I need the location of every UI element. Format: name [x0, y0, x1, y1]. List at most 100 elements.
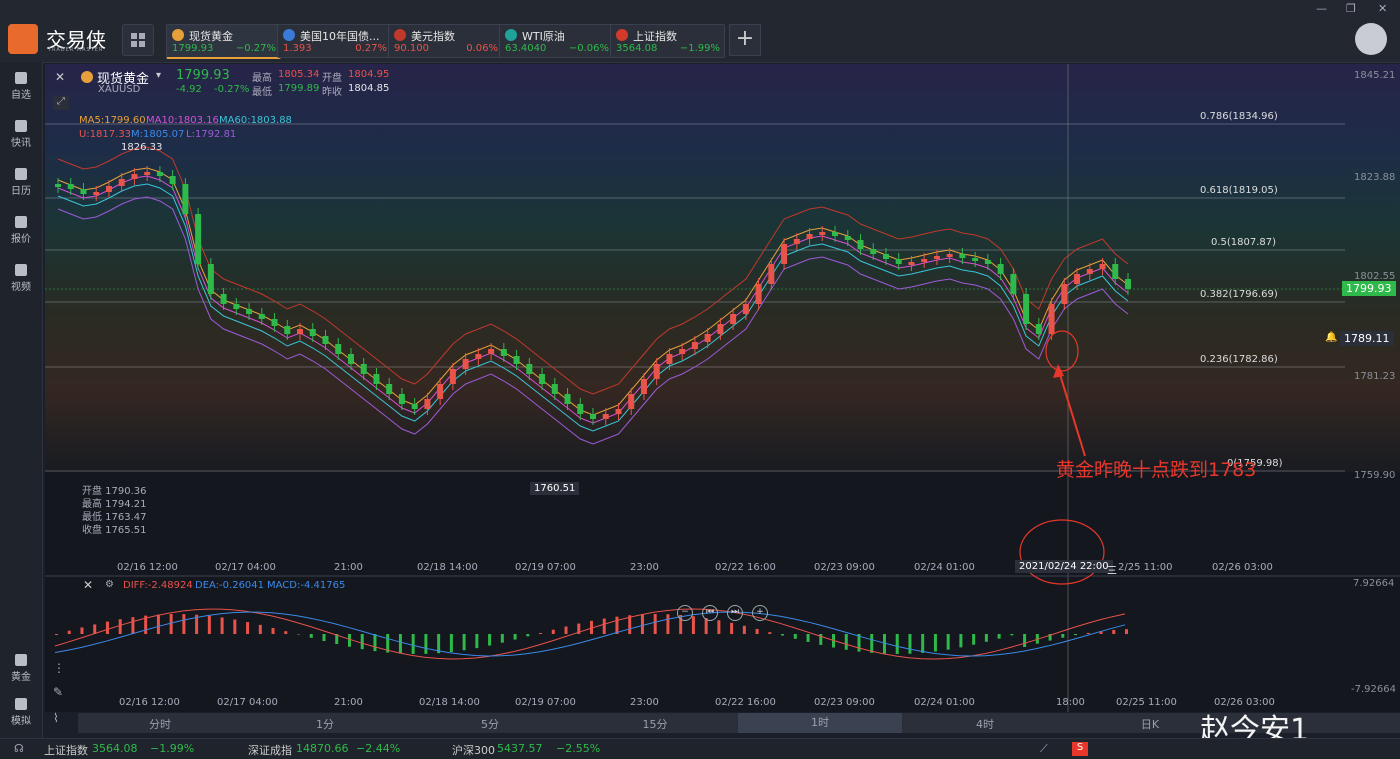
high-value: 1805.34 [278, 69, 320, 80]
tab-timeframe[interactable]: 日K [1140, 718, 1160, 731]
close-chart-icon[interactable]: ✕ [55, 70, 66, 84]
candle-body [895, 259, 902, 264]
ticker-dxy[interactable]: 美元指数 90.100 0.06% [388, 24, 503, 58]
candle-body [347, 354, 354, 364]
sidebar-item-label: 快讯 [11, 138, 31, 149]
rewind-button[interactable]: ⏮ [702, 605, 718, 621]
macd-bar [322, 634, 326, 642]
tab-timeframe[interactable]: 4时 [976, 718, 994, 731]
price-axis-tick: 1759.90 [1354, 470, 1396, 481]
tab-timeframe[interactable]: 5分 [481, 718, 499, 731]
ticker-value: 3564.08 [616, 43, 658, 54]
tab-timeframe[interactable]: 15分 [642, 718, 668, 731]
sidebar-item-calendar[interactable]: 日历 [0, 164, 42, 208]
sidebar-item-video[interactable]: 视频 [0, 260, 42, 304]
settings-gear-icon[interactable]: ⚙ [105, 579, 114, 590]
sidebar-item-quote[interactable]: 报价 [0, 212, 42, 256]
signal-icon[interactable]: ⟋ [1040, 742, 1048, 755]
avatar[interactable] [1355, 23, 1387, 55]
sidebar-item-news[interactable]: 快讯 [0, 116, 42, 160]
indicator-tool-icon[interactable]: ⋮ [53, 661, 65, 675]
candle-body [1086, 269, 1093, 274]
zoom-out-button[interactable]: − [677, 605, 693, 621]
candle-body [475, 354, 482, 359]
candle-body [590, 414, 596, 419]
tab-timeframe[interactable]: 分时 [149, 718, 171, 731]
headset-icon[interactable]: ☊ [14, 742, 24, 755]
macd-bar [93, 624, 97, 634]
ticker-wti[interactable]: WTI原油 63.4040 −0.06% [499, 24, 614, 58]
candle-body [526, 364, 533, 374]
status-index-name[interactable]: 深证成指 [248, 744, 292, 757]
ticker-gold[interactable]: 现货黄金 1799.93 −0.27% [166, 24, 281, 59]
macd-bar [207, 615, 211, 634]
chevron-down-icon[interactable]: ▾ [156, 70, 162, 81]
ticker-change: 0.06% [466, 43, 498, 54]
tab-timeframe[interactable]: 1分 [316, 718, 334, 731]
macd-bar [691, 616, 695, 634]
status-index-name[interactable]: 沪深300 [452, 744, 495, 757]
close-icon[interactable]: ✕ [1378, 2, 1388, 15]
top-bar: 交易侠 TRADER MASTER 现货黄金 1799.93 −0.27% 美国… [0, 0, 1400, 63]
status-index-change: −2.44% [356, 742, 401, 755]
macd-bar [742, 625, 746, 634]
macd-bar [793, 634, 797, 639]
macd-bar [462, 634, 466, 651]
ticker-sse[interactable]: 上证指数 3564.08 −1.99% [610, 24, 725, 58]
ticker-name: WTI原油 [522, 30, 565, 43]
alert-price-tag[interactable]: 1789.11 [1340, 331, 1394, 346]
price-axis-tick: 1823.88 [1354, 172, 1396, 183]
candle-body [1099, 264, 1106, 269]
restore-icon[interactable]: ❐ [1346, 2, 1356, 15]
kline-chart[interactable] [45, 64, 1400, 712]
tab-timeframe-selected[interactable]: 1时 [738, 713, 902, 733]
ime-icon[interactable]: S [1072, 742, 1088, 756]
bell-icon[interactable]: 🔔 [1325, 332, 1338, 343]
candle-body [768, 264, 775, 284]
status-index-name[interactable]: 上证指数 [44, 744, 88, 757]
macd-bar [1074, 634, 1078, 636]
status-index-value: 14870.66 [296, 742, 349, 755]
macd-bar [768, 632, 772, 634]
macd-bar [615, 616, 619, 634]
line-chart-tool-icon[interactable]: ⌇ [53, 711, 59, 725]
zoom-in-button[interactable]: + [752, 605, 768, 621]
sidebar-item-watchlist[interactable]: 自选 [0, 68, 42, 112]
add-ticker-button[interactable]: + [729, 24, 761, 56]
instrument-name[interactable]: 现货黄金 [97, 72, 150, 87]
macd-bar [1099, 631, 1103, 634]
candle-body [1125, 279, 1131, 289]
macd-bar [628, 615, 632, 634]
macd-bar [666, 614, 670, 634]
time-axis-tick: 02/23 09:00 [814, 562, 875, 573]
boll-upper-value: U:1817.33 [79, 129, 132, 140]
sidebar-item-label: 日历 [11, 186, 31, 197]
ticker-name: 美国10年国债... [300, 30, 380, 43]
close-macd-icon[interactable]: ✕ [83, 578, 94, 592]
forward-button[interactable]: ⏭ [727, 605, 743, 621]
pen-tool-icon[interactable]: ✎ [53, 685, 64, 699]
candle-body [755, 284, 762, 304]
candle-body [258, 314, 265, 319]
sidebar-item-label: 模拟 [11, 716, 31, 727]
time-axis-tick: 21:00 [334, 562, 363, 573]
time-axis-tick: 02/22 16:00 [715, 697, 776, 708]
candle-body [933, 256, 940, 259]
fib-level-label: 0.236(1782.86) [1200, 354, 1278, 365]
minimize-icon[interactable]: — [1316, 2, 1327, 15]
chart-area[interactable]: ✕ 现货黄金 ▾ XAUUSD 1799.93 -4.92 -0.27% 最高 … [45, 64, 1400, 712]
macd-bar [806, 634, 810, 642]
macd-bar [1061, 634, 1065, 638]
sidebar-item-simulate[interactable]: 模拟 [0, 694, 42, 738]
draw-tool-icon[interactable]: ⤢ [53, 96, 69, 110]
ticker-us10y[interactable]: 美国10年国债... 1.393 0.27% [277, 24, 392, 58]
status-index-change: −1.99% [150, 742, 195, 755]
candle-body [1048, 304, 1055, 334]
sidebar-item-gold[interactable]: 黄金 [0, 650, 42, 694]
ticker-value: 1.393 [283, 43, 312, 54]
macd-axis-top: 7.92664 [1353, 578, 1395, 589]
layout-grid-button[interactable] [122, 24, 154, 56]
arrow-head-icon [1053, 364, 1064, 378]
candle-body [309, 329, 316, 336]
candle-body [832, 232, 839, 236]
